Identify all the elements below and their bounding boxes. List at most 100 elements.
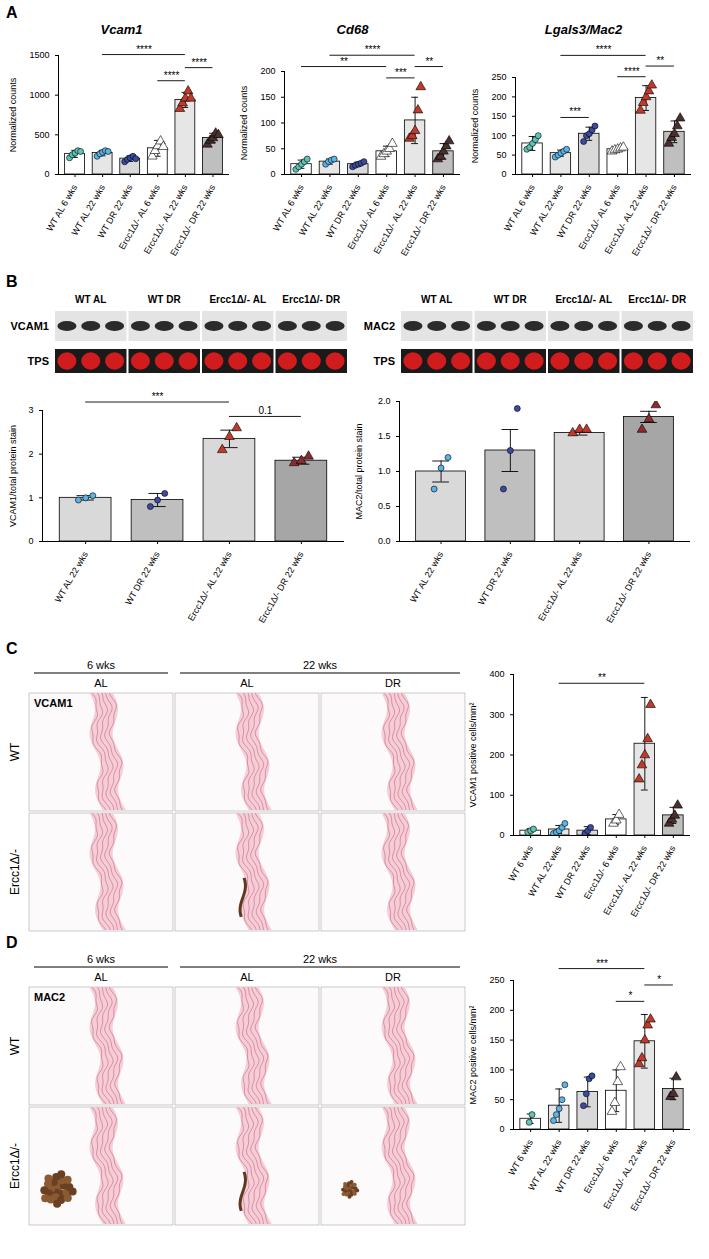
svg-text:100: 100 <box>491 131 506 141</box>
svg-text:WT AL: WT AL <box>421 294 452 305</box>
svg-text:WT AL: WT AL <box>75 294 106 305</box>
svg-text:0.0: 0.0 <box>378 536 391 546</box>
svg-text:AL: AL <box>94 677 107 689</box>
svg-text:Ercc1Δ/- AL 22 wks: Ercc1Δ/- AL 22 wks <box>536 550 584 623</box>
svg-text:Ercc1Δ/-: Ercc1Δ/- <box>8 1143 22 1189</box>
svg-text:WT DR: WT DR <box>148 294 182 305</box>
svg-text:200: 200 <box>489 1005 504 1015</box>
svg-text:22 wks: 22 wks <box>303 659 338 671</box>
svg-text:50: 50 <box>494 1095 504 1105</box>
svg-text:Ercc1Δ/- DR: Ercc1Δ/- DR <box>628 294 687 305</box>
svg-text:**: ** <box>425 56 433 67</box>
svg-text:200: 200 <box>489 750 504 760</box>
svg-text:VCAM1: VCAM1 <box>34 697 73 709</box>
svg-text:Ercc1Δ/- AL 22 wks: Ercc1Δ/- AL 22 wks <box>186 550 234 623</box>
svg-text:Ercc1Δ/- DR 22 wks: Ercc1Δ/- DR 22 wks <box>629 1138 678 1213</box>
svg-text:150: 150 <box>491 111 506 121</box>
svg-text:****: **** <box>365 44 381 55</box>
svg-text:Normalized counts: Normalized counts <box>239 85 249 160</box>
svg-text:Normalized counts: Normalized counts <box>8 77 18 152</box>
svg-text:AL: AL <box>240 971 253 983</box>
svg-text:****: **** <box>164 70 180 81</box>
svg-text:Ercc1Δ/- DR 22 wks: Ercc1Δ/- DR 22 wks <box>630 183 679 258</box>
svg-text:0.1: 0.1 <box>258 405 272 416</box>
svg-text:**: ** <box>340 56 348 67</box>
svg-text:Ercc1Δ/- DR 22 wks: Ercc1Δ/- DR 22 wks <box>399 183 448 258</box>
svg-text:100: 100 <box>489 790 504 800</box>
svg-text:***: *** <box>152 391 164 402</box>
svg-text:22 wks: 22 wks <box>303 953 338 965</box>
svg-text:TPS: TPS <box>374 355 395 367</box>
svg-text:*: * <box>657 974 661 985</box>
svg-text:DR: DR <box>385 971 401 983</box>
svg-text:****: **** <box>596 44 612 55</box>
svg-text:MAC2 positive cells/mm²: MAC2 positive cells/mm² <box>468 1005 478 1104</box>
svg-text:***: *** <box>395 67 407 78</box>
svg-text:6 wks: 6 wks <box>87 659 116 671</box>
svg-text:***: *** <box>596 958 608 969</box>
svg-text:250: 250 <box>491 72 506 82</box>
svg-text:0: 0 <box>501 169 506 179</box>
svg-text:**: ** <box>656 55 664 66</box>
svg-text:0: 0 <box>44 169 49 179</box>
svg-text:WT AL 22 wks: WT AL 22 wks <box>53 550 90 605</box>
svg-text:Ercc1Δ/- DR 22 wks: Ercc1Δ/- DR 22 wks <box>604 550 653 625</box>
svg-text:DR: DR <box>385 677 401 689</box>
svg-text:****: **** <box>191 57 207 68</box>
svg-text:Ercc1Δ/- DR 22 wks: Ercc1Δ/- DR 22 wks <box>257 550 306 625</box>
svg-text:500: 500 <box>34 130 49 140</box>
svg-text:WT: WT <box>8 1036 22 1055</box>
svg-text:WT DR: WT DR <box>494 294 528 305</box>
svg-text:VCAM1: VCAM1 <box>10 320 49 332</box>
svg-text:300: 300 <box>489 710 504 720</box>
svg-text:Ercc1Δ/- DR 22 wks: Ercc1Δ/- DR 22 wks <box>629 844 678 919</box>
svg-text:1000: 1000 <box>29 90 49 100</box>
svg-text:MAC2: MAC2 <box>364 320 395 332</box>
svg-text:VCAM1 positive cells/mm²: VCAM1 positive cells/mm² <box>468 702 478 807</box>
svg-text:200: 200 <box>260 66 275 76</box>
svg-text:6 wks: 6 wks <box>87 953 116 965</box>
svg-text:150: 150 <box>489 1035 504 1045</box>
svg-text:Ercc1Δ/- AL: Ercc1Δ/- AL <box>555 294 612 305</box>
svg-text:2.0: 2.0 <box>378 396 391 406</box>
svg-text:WT AL 22 wks: WT AL 22 wks <box>408 550 445 605</box>
svg-text:0: 0 <box>499 830 504 840</box>
svg-text:**: ** <box>598 672 606 683</box>
svg-text:Ercc1Δ/- DR: Ercc1Δ/- DR <box>282 294 341 305</box>
svg-text:50: 50 <box>496 150 506 160</box>
svg-text:MAC2/total protein stain: MAC2/total protein stain <box>354 423 364 519</box>
svg-text:WT DR 22 wks: WT DR 22 wks <box>123 550 162 607</box>
svg-text:AL: AL <box>94 971 107 983</box>
svg-text:Ercc1Δ/- DR 22 wks: Ercc1Δ/- DR 22 wks <box>168 183 217 258</box>
svg-text:0: 0 <box>499 1124 504 1134</box>
svg-text:100: 100 <box>489 1065 504 1075</box>
svg-text:1500: 1500 <box>29 50 49 60</box>
svg-text:***: *** <box>569 106 581 117</box>
svg-text:0: 0 <box>270 169 275 179</box>
svg-text:3: 3 <box>28 405 33 415</box>
svg-text:VCAM1/total protein stain: VCAM1/total protein stain <box>8 425 18 527</box>
svg-text:200: 200 <box>491 92 506 102</box>
svg-text:2: 2 <box>28 449 33 459</box>
svg-text:1.0: 1.0 <box>378 466 391 476</box>
svg-text:250: 250 <box>489 975 504 985</box>
svg-text:WT 6 wks: WT 6 wks <box>507 1138 536 1177</box>
svg-text:****: **** <box>624 66 640 77</box>
svg-text:1: 1 <box>28 493 33 503</box>
svg-text:****: **** <box>136 44 152 55</box>
svg-text:WT DR 22 wks: WT DR 22 wks <box>476 550 515 607</box>
svg-text:AL: AL <box>240 677 253 689</box>
svg-text:100: 100 <box>260 118 275 128</box>
svg-text:*: * <box>629 990 633 1001</box>
svg-text:Ercc1Δ/- AL: Ercc1Δ/- AL <box>209 294 266 305</box>
svg-text:Normalized counts: Normalized counts <box>470 88 480 163</box>
svg-text:WT 6 wks: WT 6 wks <box>507 844 536 883</box>
svg-text:50: 50 <box>265 144 275 154</box>
svg-text:Ercc1Δ/-: Ercc1Δ/- <box>8 849 22 895</box>
svg-text:400: 400 <box>489 669 504 679</box>
svg-text:150: 150 <box>260 92 275 102</box>
svg-text:TPS: TPS <box>28 355 49 367</box>
svg-text:1.5: 1.5 <box>378 431 391 441</box>
svg-text:0: 0 <box>28 536 33 546</box>
svg-text:0.5: 0.5 <box>378 501 391 511</box>
